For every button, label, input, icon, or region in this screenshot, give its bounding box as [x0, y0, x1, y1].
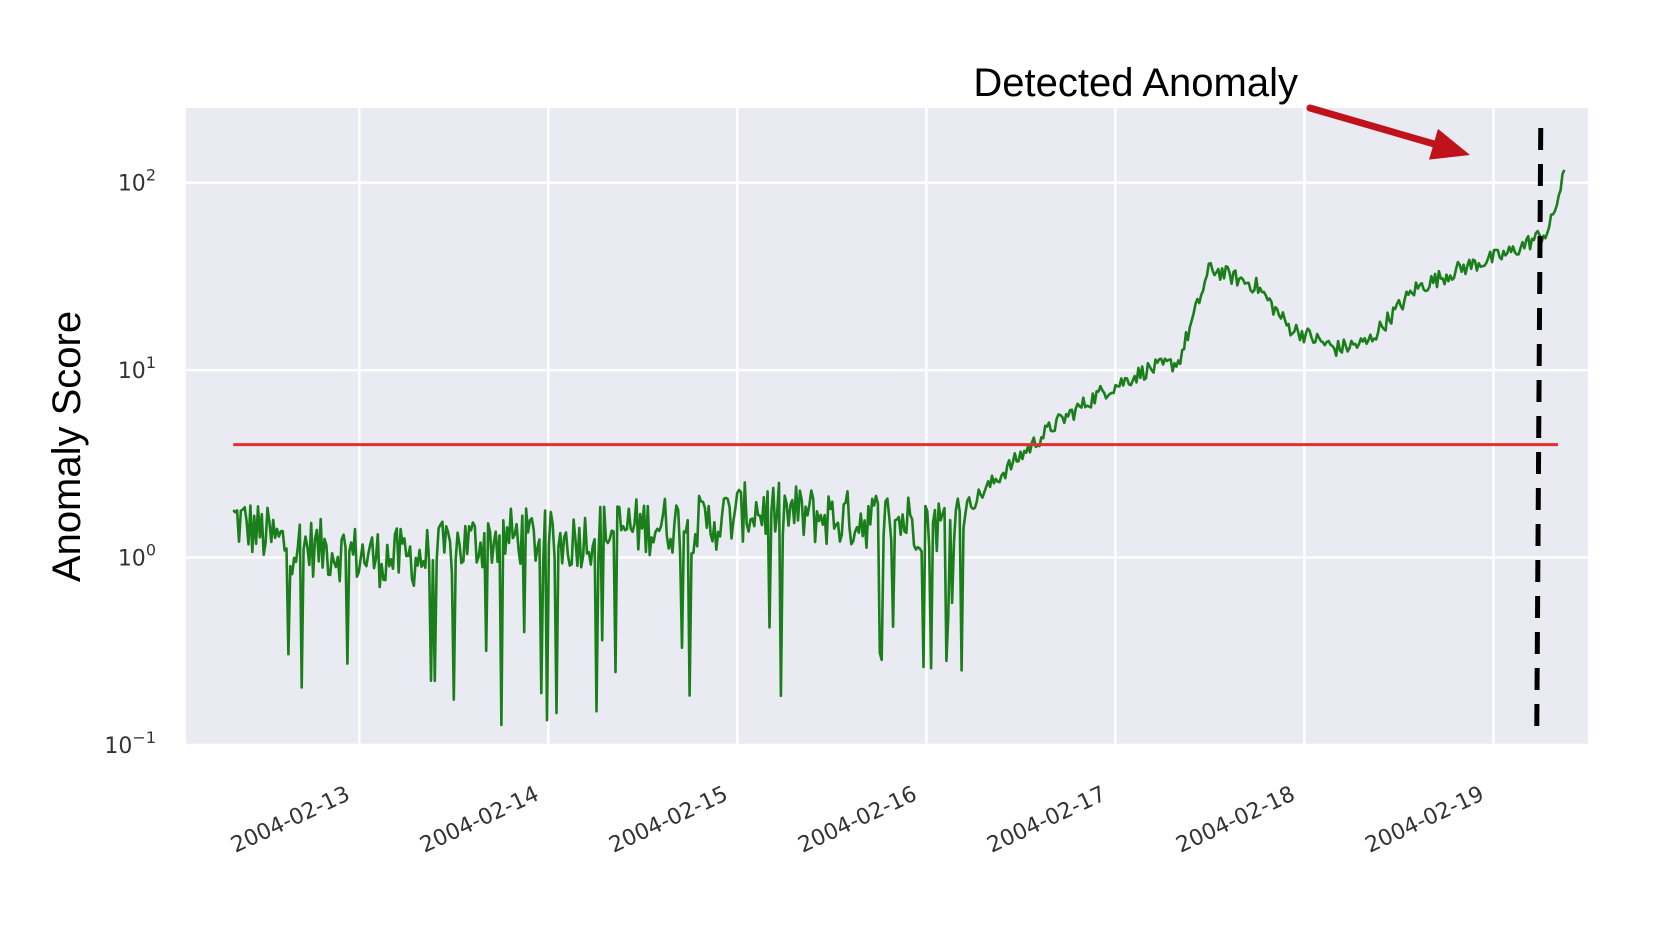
x-tick-label: 2004-02-19	[1362, 782, 1488, 859]
y-tick-label: 101	[118, 353, 156, 384]
series-layer	[232, 169, 1566, 727]
detection-marker-line	[1534, 127, 1544, 734]
x-tick-label: 2004-02-17	[984, 782, 1110, 859]
x-tick-labels: 2004-02-13 2004-02-14 2004-02-15 2004-02-16…	[227, 782, 1488, 859]
y-tick-label: 100	[118, 541, 156, 572]
x-tick-label: 2004-02-13	[227, 782, 353, 859]
arrow-head	[1429, 128, 1470, 160]
y-tick-label: 102	[118, 166, 156, 197]
y-axis-label: Anomaly Score	[45, 311, 89, 582]
y-tick-label: 10−1	[104, 728, 156, 759]
x-tick-label: 2004-02-16	[794, 782, 920, 859]
annotation-label: Detected Anomaly	[973, 61, 1298, 105]
plot-background	[186, 108, 1588, 745]
x-tick-label: 2004-02-14	[416, 782, 542, 859]
x-tick-label: 2004-02-18	[1173, 782, 1299, 859]
grid-lines	[186, 108, 1588, 747]
x-tick-label: 2004-02-15	[605, 782, 731, 859]
reference-lines	[233, 127, 1558, 734]
arrow-shaft	[1306, 104, 1452, 152]
annotation-arrow	[1306, 104, 1470, 160]
y-tick-labels: 10−1 100 101 102	[104, 166, 156, 759]
series-line	[232, 169, 1566, 727]
